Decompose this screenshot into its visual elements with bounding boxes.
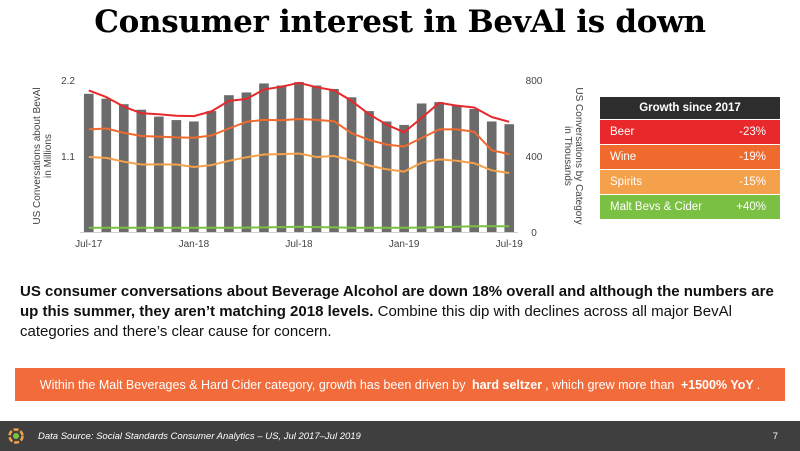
bar (451, 105, 462, 232)
bar (311, 85, 322, 232)
bar (399, 124, 409, 232)
bar (241, 92, 252, 232)
page-number: 7 (772, 431, 778, 442)
callout-bold-seltzer: hard seltzer (471, 377, 543, 392)
summary-normal: Combine this dip with declines across al… (20, 303, 732, 340)
y-left-tick-label: 1.1 (61, 152, 75, 163)
bar (171, 120, 182, 232)
bar (486, 121, 497, 232)
x-tick-label: Jul-18 (285, 239, 313, 250)
bar (83, 93, 94, 233)
growth-label: Malt Bevs & Cider (610, 201, 703, 213)
bar (294, 82, 304, 232)
growth-label: Beer (610, 126, 635, 138)
bar (416, 103, 427, 232)
y-right-tick-label: 0 (531, 228, 537, 239)
chart: 1.1 2.2 0 400 800 Jul-17 Jan-18 Jul-18 Jan-19 Jul… (32, 76, 584, 250)
x-tick-label: Jan-18 (179, 239, 210, 250)
logo-icon (8, 428, 24, 444)
series-line-malt-bevs-cider (88, 225, 510, 229)
bar (259, 83, 269, 232)
data-source: Data Source: Social Standards Consumer A… (38, 431, 361, 442)
bar (101, 98, 112, 232)
bar (118, 104, 129, 232)
callout-bold-growth: +1500% YoY (680, 377, 754, 392)
x-tick-label: Jul-19 (496, 239, 524, 250)
bar (154, 116, 164, 232)
growth-label: Spirits (610, 176, 642, 188)
growth-row: Malt Bevs & Cider +40% (600, 194, 780, 219)
callout-banner: Within the Malt Beverages & Hard Cider c… (15, 368, 785, 401)
x-tick-label: Jan-19 (389, 239, 420, 250)
page-title: Consumer interest in BevAl is down (94, 4, 706, 40)
bar (136, 109, 147, 232)
y-left-axis-label: US Conversations about BevAlin Millions (32, 87, 54, 224)
bar (224, 95, 234, 232)
growth-row: Beer -23% (600, 119, 780, 144)
bar (364, 111, 374, 232)
growth-table-header: Growth since 2017 (600, 97, 780, 119)
series-line-wine (88, 118, 510, 156)
y-left-tick-label: 2.2 (61, 76, 75, 87)
series-line-spirits (88, 152, 510, 175)
y-right-tick-label: 400 (526, 152, 543, 163)
footer: Data Source: Social Standards Consumer A… (0, 421, 800, 451)
callout-pre: Within the Malt Beverages & Hard Cider c… (39, 377, 466, 392)
bar (329, 88, 339, 233)
bar (189, 121, 199, 232)
growth-value: -23% (739, 126, 766, 138)
bar (206, 111, 217, 232)
bar (504, 124, 515, 232)
bar (469, 109, 480, 232)
growth-row: Wine -19% (600, 144, 780, 169)
growth-value: -19% (739, 151, 766, 163)
callout-post: . (756, 377, 761, 392)
growth-label: Wine (610, 151, 637, 163)
growth-table: Growth since 2017 Beer -23% Wine -19% Spirit… (600, 97, 780, 219)
growth-row: Spirits -15% (600, 169, 780, 194)
y-right-tick-label: 800 (526, 76, 543, 87)
y-right-axis-label: US Conversations by Categoryin Thousands (562, 87, 584, 224)
summary-bold: US consumer conversations about Beverage… (20, 283, 774, 320)
summary-text: US consumer conversations about Beverage… (20, 282, 780, 342)
x-tick-label: Jul-17 (75, 239, 103, 250)
callout-mid: , which grew more than (545, 377, 675, 392)
bar (434, 102, 444, 232)
series-line-beer (88, 81, 510, 134)
growth-value: +40% (736, 201, 766, 213)
bar (381, 121, 392, 232)
bar (276, 85, 287, 232)
growth-value: -15% (739, 176, 766, 188)
bar (346, 97, 357, 232)
